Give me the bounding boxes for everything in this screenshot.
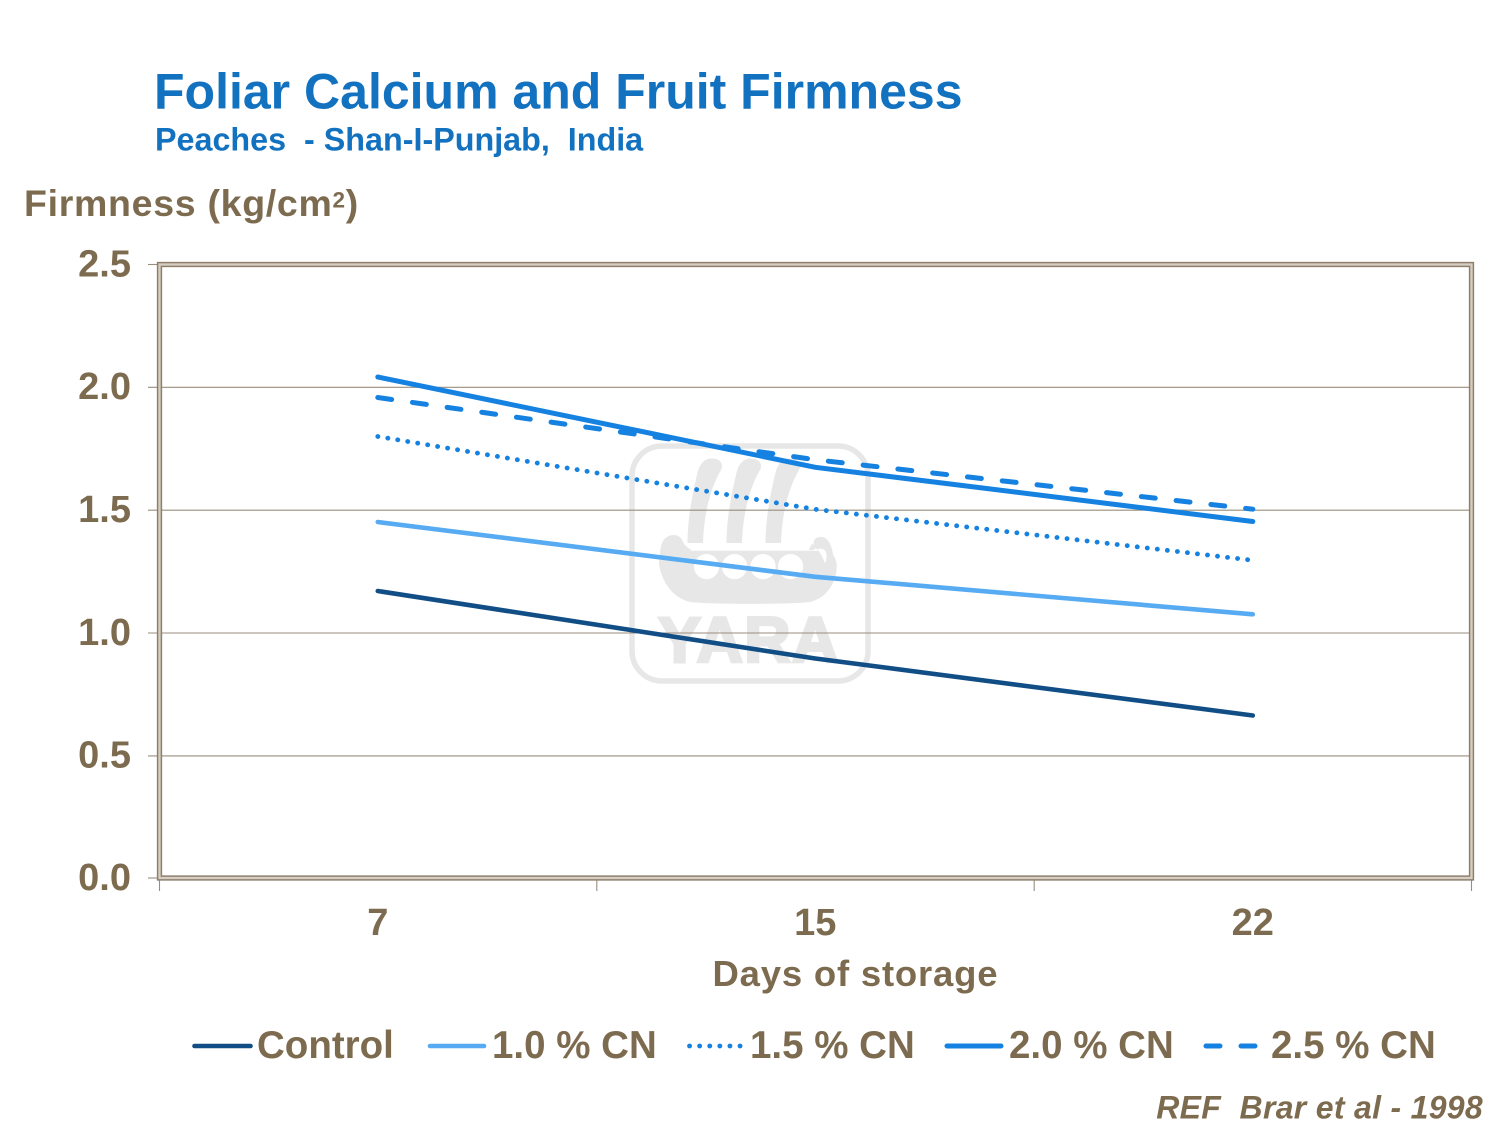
svg-text:7: 7	[367, 902, 388, 944]
svg-text:0.5: 0.5	[78, 735, 131, 777]
svg-text:1.5: 1.5	[78, 489, 131, 531]
svg-text:15: 15	[794, 902, 836, 944]
svg-text:1.0 % CN: 1.0 % CN	[492, 1024, 657, 1067]
svg-text:2.5 % CN: 2.5 % CN	[1271, 1024, 1436, 1067]
svg-text:YARA: YARA	[658, 604, 839, 676]
svg-text:Peaches - Shan-I-Punjab, Ind: Peaches - Shan-I-Punjab, India	[155, 122, 644, 158]
svg-text:1.0: 1.0	[78, 612, 131, 654]
svg-text:Foliar Calcium and Fruit Firmn: Foliar Calcium and Fruit Firmness	[154, 64, 963, 120]
svg-text:Firmness (kg/cm2): Firmness (kg/cm2)	[24, 182, 359, 224]
svg-text:2.0 % CN: 2.0 % CN	[1009, 1024, 1174, 1067]
svg-text:Control: Control	[257, 1024, 394, 1067]
svg-text:2.5: 2.5	[78, 243, 131, 285]
svg-text:22: 22	[1232, 902, 1274, 944]
svg-text:2.0: 2.0	[78, 366, 131, 408]
svg-text:Days of storage: Days of storage	[712, 953, 998, 994]
svg-text:0.0: 0.0	[78, 857, 131, 899]
svg-text:REF Brar et al - 1998: REF Brar et al - 1998	[1156, 1090, 1483, 1126]
svg-text:1.5 % CN: 1.5 % CN	[750, 1024, 915, 1067]
